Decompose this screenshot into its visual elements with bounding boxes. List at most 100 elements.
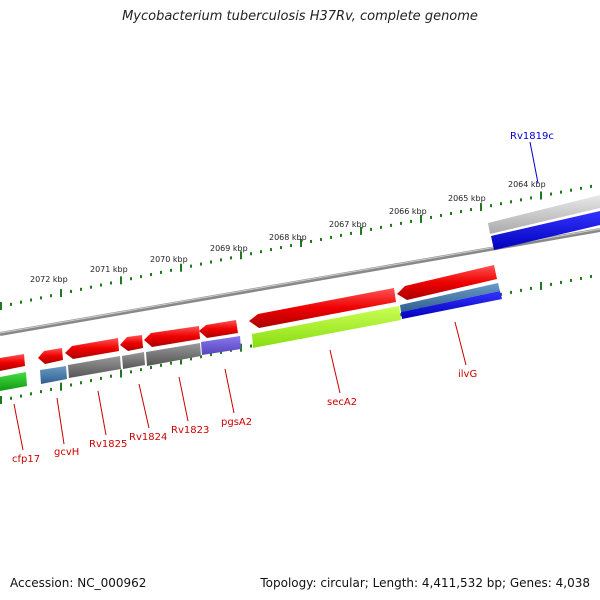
- lower-scale-minor-tick: [10, 396, 12, 400]
- upper-scale-minor-tick: [270, 248, 272, 252]
- lower-scale-major-tick: [180, 356, 182, 365]
- lower-scale-minor-tick: [150, 366, 152, 369]
- upper-scale-minor-tick: [110, 281, 112, 285]
- cog-band-track: [0, 283, 502, 391]
- scale-label-2071: 2071 kbp: [90, 265, 128, 274]
- gene-label-rv1824: Rv1824: [129, 432, 167, 443]
- upper-scale-major-tick: [540, 191, 542, 200]
- upper-scale-minor-tick: [410, 219, 412, 223]
- upper-scale-minor-tick: [100, 283, 102, 287]
- lower-scale-minor-tick: [500, 292, 502, 296]
- gene-label-gcvh: gcvH: [54, 447, 79, 458]
- lower-scale-minor-tick: [50, 387, 52, 391]
- gene-rv1823-arrow: [144, 326, 200, 347]
- upper-scale-major-tick: [240, 251, 242, 260]
- upper-scale-minor-tick: [140, 275, 142, 279]
- upper-scale-minor-tick: [490, 204, 492, 208]
- upper-scale-minor-tick: [280, 246, 282, 250]
- upper-scale-minor-tick: [130, 277, 132, 281]
- upper-scale-major-tick: [300, 239, 302, 247]
- scale-label-2064: 2064 kbp: [508, 180, 546, 189]
- upper-scale-major-tick: [0, 302, 2, 310]
- upper-scale-minor-tick: [460, 210, 462, 214]
- upper-scale-minor-tick: [220, 258, 222, 262]
- upper-scale-major-tick: [480, 203, 482, 212]
- lower-scale-minor-tick: [140, 368, 142, 372]
- lower-scale-minor-tick: [90, 379, 92, 383]
- scale-label-2065: 2065 kbp: [448, 194, 486, 203]
- scale-label-2067: 2067 kbp: [329, 220, 367, 229]
- topology-text: Topology: circular; Length: 4,411,532 bp…: [260, 576, 590, 590]
- gene-label-ilvg: ilvG: [458, 369, 477, 380]
- lower-scale-minor-tick: [40, 390, 42, 394]
- upper-scale-minor-tick: [70, 289, 72, 293]
- gene-label-rv1819c: Rv1819c: [510, 131, 554, 142]
- upper-scale-minor-tick: [590, 184, 592, 188]
- lower-scale-minor-tick: [220, 350, 222, 354]
- upper-scale-minor-tick: [560, 190, 562, 194]
- upper-scale-minor-tick: [310, 239, 312, 243]
- upper-scale-minor-tick: [80, 287, 82, 291]
- upper-scale-minor-tick: [30, 298, 32, 302]
- upper-scale-minor-tick: [440, 213, 442, 217]
- gene-ilvg-arrow: [397, 265, 497, 300]
- upper-scale-minor-tick: [90, 285, 92, 289]
- gene-cfp17-arrow: [0, 354, 25, 371]
- lower-scale-minor-tick: [70, 383, 72, 387]
- upper-scale-minor-tick: [390, 223, 392, 227]
- lower-scale-minor-tick: [510, 290, 512, 294]
- gene-gcvh-arrow: [38, 348, 63, 364]
- lower-scale-minor-tick: [170, 361, 172, 365]
- upper-scale-track: [0, 184, 592, 310]
- gene-rv1825-arrow: [65, 338, 119, 359]
- scale-label-2066: 2066 kbp: [389, 207, 427, 216]
- upper-scale-minor-tick: [260, 250, 262, 254]
- lower-scale-minor-tick: [520, 288, 522, 292]
- upper-scale-minor-tick: [510, 200, 512, 204]
- upper-scale-minor-tick: [450, 212, 452, 215]
- upper-scale-minor-tick: [530, 196, 532, 200]
- lower-scale-minor-tick: [570, 278, 572, 282]
- upper-scale-minor-tick: [350, 231, 352, 235]
- gene-seca2-arrow: [249, 288, 396, 328]
- upper-scale-major-tick: [360, 226, 362, 235]
- upper-scale-major-tick: [120, 276, 122, 285]
- upper-scale-minor-tick: [150, 273, 152, 276]
- upper-scale-major-tick: [420, 214, 422, 223]
- gene-rv1819c: [488, 195, 600, 250]
- upper-scale-minor-tick: [580, 186, 582, 190]
- lower-scale-minor-tick: [130, 370, 132, 374]
- upper-scale-minor-tick: [400, 221, 402, 225]
- gene-label-pgsa2: pgsA2: [221, 417, 252, 428]
- upper-scale-minor-tick: [50, 294, 52, 298]
- gene-label-seca2: secA2: [327, 397, 357, 408]
- upper-scale-minor-tick: [550, 192, 552, 196]
- upper-scale-minor-tick: [210, 260, 212, 264]
- map-title: Mycobacterium tuberculosis H37Rv, comple…: [122, 9, 478, 24]
- label-leaders: [13, 141, 539, 451]
- upper-scale-minor-tick: [470, 208, 472, 212]
- lower-scale-major-tick: [0, 396, 2, 404]
- upper-scale-minor-tick: [430, 215, 432, 219]
- lower-scale-major-tick: [540, 281, 542, 290]
- lower-scale-minor-tick: [590, 274, 592, 278]
- lower-scale-major-tick: [240, 343, 242, 352]
- upper-scale-minor-tick: [290, 244, 292, 248]
- gene-label-rv1825: Rv1825: [89, 439, 127, 450]
- upper-scale-minor-tick: [340, 233, 342, 237]
- lower-scale-minor-tick: [20, 394, 22, 398]
- gene-label-rv1823: Rv1823: [171, 425, 209, 436]
- lower-scale-minor-tick: [560, 280, 562, 284]
- lower-scale-minor-tick: [580, 276, 582, 280]
- lower-scale-minor-tick: [100, 376, 102, 380]
- upper-scale-minor-tick: [160, 270, 162, 274]
- upper-scale-major-tick: [60, 289, 62, 298]
- scale-labels: 2072 kbp 2071 kbp 2070 kbp 2069 kbp 2068…: [30, 180, 546, 284]
- upper-scale-minor-tick: [500, 202, 502, 206]
- gene-label-cfp17: cfp17: [12, 454, 40, 465]
- upper-scale-minor-tick: [200, 262, 202, 266]
- lower-scale-major-tick: [60, 382, 62, 391]
- upper-scale-minor-tick: [10, 302, 12, 306]
- lower-scale-minor-tick: [200, 355, 202, 359]
- upper-scale-minor-tick: [570, 188, 572, 192]
